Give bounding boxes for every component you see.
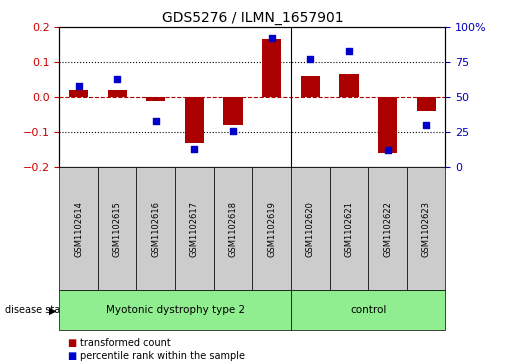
Text: GSM1102622: GSM1102622 xyxy=(383,201,392,257)
Text: GSM1102615: GSM1102615 xyxy=(113,201,122,257)
Text: GSM1102618: GSM1102618 xyxy=(229,201,237,257)
Text: GSM1102614: GSM1102614 xyxy=(74,201,83,257)
Bar xyxy=(301,76,320,97)
Text: GSM1102619: GSM1102619 xyxy=(267,201,276,257)
Point xyxy=(383,147,392,153)
Text: GSM1102616: GSM1102616 xyxy=(151,201,160,257)
Point xyxy=(190,146,198,152)
Text: ■: ■ xyxy=(67,338,76,348)
Point xyxy=(422,122,431,128)
Point xyxy=(113,76,122,82)
Bar xyxy=(108,90,127,97)
Point xyxy=(229,128,237,134)
Bar xyxy=(69,90,88,97)
Text: control: control xyxy=(350,305,386,315)
Point xyxy=(74,83,82,89)
Text: percentile rank within the sample: percentile rank within the sample xyxy=(80,351,245,361)
Bar xyxy=(185,97,204,143)
Text: GSM1102623: GSM1102623 xyxy=(422,201,431,257)
Bar xyxy=(224,97,243,125)
Text: GSM1102620: GSM1102620 xyxy=(306,201,315,257)
Bar xyxy=(378,97,397,153)
Bar xyxy=(339,74,358,97)
Bar xyxy=(417,97,436,111)
Bar xyxy=(146,97,165,101)
Point xyxy=(306,57,314,62)
Point xyxy=(151,118,160,124)
Text: disease state: disease state xyxy=(5,305,70,315)
Text: ▶: ▶ xyxy=(49,305,57,315)
Title: GDS5276 / ILMN_1657901: GDS5276 / ILMN_1657901 xyxy=(162,11,343,25)
Text: transformed count: transformed count xyxy=(80,338,170,348)
Bar xyxy=(262,40,281,97)
Point xyxy=(268,36,276,41)
Text: Myotonic dystrophy type 2: Myotonic dystrophy type 2 xyxy=(106,305,245,315)
Text: GSM1102621: GSM1102621 xyxy=(345,201,353,257)
Text: GSM1102617: GSM1102617 xyxy=(190,201,199,257)
Point xyxy=(345,48,353,54)
Text: ■: ■ xyxy=(67,351,76,361)
